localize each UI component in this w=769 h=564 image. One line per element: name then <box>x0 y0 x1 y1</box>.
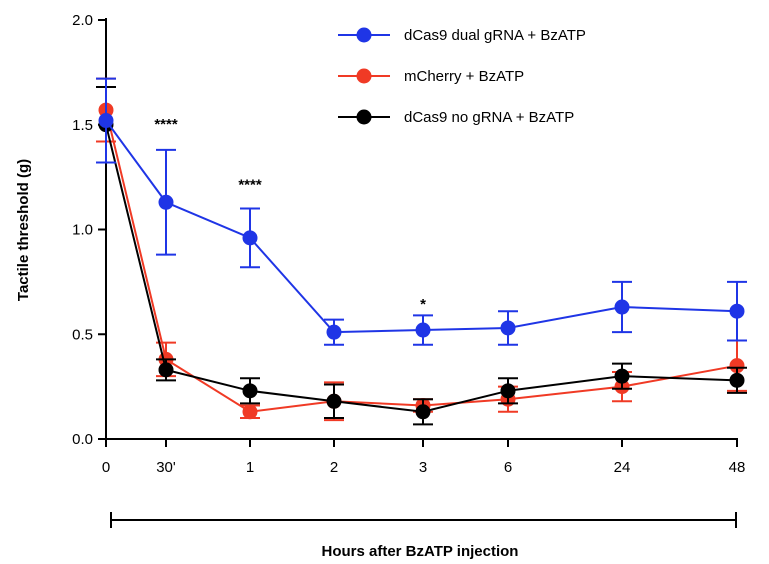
data-point <box>729 372 745 388</box>
significance-label: * <box>420 296 426 313</box>
series-1 <box>96 77 747 422</box>
data-point <box>326 393 342 409</box>
series-0 <box>96 77 747 346</box>
x-tick-label: 30' <box>156 459 176 476</box>
legend-swatch-marker <box>356 109 372 125</box>
series-line <box>105 109 738 413</box>
data-point <box>614 368 630 384</box>
data-point <box>415 322 431 338</box>
data-point <box>158 362 174 378</box>
data-point <box>158 194 174 210</box>
x-tick-label: 6 <box>504 459 512 476</box>
data-point <box>500 383 516 399</box>
x-tick-label: 24 <box>614 459 631 476</box>
data-point <box>326 324 342 340</box>
data-point <box>415 404 431 420</box>
data-point <box>500 320 516 336</box>
data-point <box>242 230 258 246</box>
y-tick-label: 1.5 <box>72 117 93 134</box>
x-tick-label: 0 <box>102 459 110 476</box>
y-axis-title: Tactile threshold (g) <box>15 159 32 301</box>
x-tick-label: 48 <box>729 459 746 476</box>
x-tick-label: 1 <box>246 459 254 476</box>
data-point <box>729 303 745 319</box>
series-2 <box>96 86 747 426</box>
legend-label: mCherry + BzATP <box>404 68 524 85</box>
series-line <box>105 124 738 413</box>
y-tick-label: 0.5 <box>72 326 93 343</box>
y-ticks: 0.0 0.5 1.0 1.5 2.0 <box>72 12 106 448</box>
data-point <box>98 113 114 129</box>
legend-item: dCas9 dual gRNA + BzATP <box>338 27 586 44</box>
data-point <box>242 404 258 420</box>
x-ticks: 0 30' 1 2 3 6 24 48 <box>102 439 746 476</box>
legend: dCas9 dual gRNA + BzATP mCherry + BzATP dC… <box>338 27 586 126</box>
x-range-bracket <box>110 512 737 528</box>
legend-label: dCas9 dual gRNA + BzATP <box>404 27 586 44</box>
x-tick-label: 3 <box>419 459 427 476</box>
legend-swatch-marker <box>356 68 372 84</box>
legend-item: mCherry + BzATP <box>338 68 524 85</box>
data-point <box>242 383 258 399</box>
legend-swatch-marker <box>356 27 372 43</box>
legend-label: dCas9 no gRNA + BzATP <box>404 109 574 126</box>
y-tick-label: 0.0 <box>72 431 93 448</box>
x-tick-label: 2 <box>330 459 338 476</box>
series-line <box>105 119 738 334</box>
y-tick-label: 2.0 <box>72 12 93 29</box>
significance-label: **** <box>154 116 178 133</box>
x-axis-title: Hours after BzATP injection <box>322 543 519 560</box>
significance-annotations: ********* <box>154 116 426 313</box>
data-point <box>729 358 745 374</box>
data-point <box>614 299 630 315</box>
x-axis: 0 30' 1 2 3 6 24 48 Hours after BzATP injection <box>102 438 746 560</box>
significance-label: **** <box>238 177 262 194</box>
y-tick-label: 1.0 <box>72 222 93 239</box>
legend-item: dCas9 no gRNA + BzATP <box>338 109 574 126</box>
y-axis: 0.0 0.5 1.0 1.5 2.0 Tactile threshold (g) <box>15 12 107 448</box>
series-layer <box>96 77 747 426</box>
